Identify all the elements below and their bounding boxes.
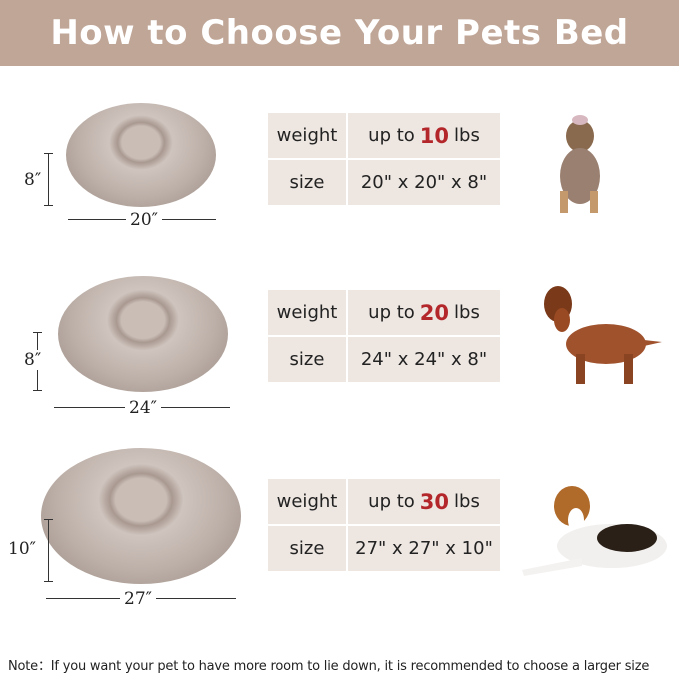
bed-height-label: 8″ (24, 170, 42, 190)
bed-height-label: 10″ (8, 539, 36, 559)
yorkshire-terrier-image (560, 115, 600, 213)
weight-unit: lbs (454, 302, 480, 323)
weight-value: up to 30 lbs (348, 479, 500, 524)
bed-image-medium (58, 276, 228, 392)
weight-label: weight (268, 113, 346, 158)
bed-image-large (41, 448, 241, 584)
weight-prefix: up to (368, 302, 415, 323)
bed-width-label: 24″ (125, 398, 161, 418)
beagle-image (522, 486, 677, 576)
bed-width-label: 20″ (126, 210, 162, 230)
size-label: size (268, 526, 346, 571)
bed-image-small (66, 103, 216, 207)
weight-prefix: up to (368, 125, 415, 146)
size-value: 27" x 27" x 10" (348, 526, 500, 571)
weight-unit: lbs (454, 125, 480, 146)
bed-height-label: 8″ (24, 350, 42, 370)
weight-value: up to 20 lbs (348, 290, 500, 335)
weight-value: up to 10 lbs (348, 113, 500, 158)
weight-number: 20 (419, 300, 450, 325)
page-title: How to Choose Your Pets Bed (0, 0, 679, 66)
spec-table: weight up to 10 lbs size 20" x 20" x 8" (268, 113, 500, 205)
spec-table: weight up to 20 lbs size 24" x 24" x 8" (268, 290, 500, 382)
size-value: 24" x 24" x 8" (348, 337, 500, 382)
size-label: size (268, 337, 346, 382)
weight-number: 30 (419, 489, 450, 514)
note-text: Note：If you want your pet to have more r… (8, 659, 650, 674)
weight-unit: lbs (454, 491, 480, 512)
weight-number: 10 (419, 123, 450, 148)
weight-prefix: up to (368, 491, 415, 512)
size-value: 20" x 20" x 8" (348, 160, 500, 205)
dachshund-image (544, 286, 662, 384)
weight-label: weight (268, 479, 346, 524)
spec-table: weight up to 30 lbs size 27" x 27" x 10" (268, 479, 500, 571)
bed-width-label: 27″ (120, 589, 156, 609)
weight-label: weight (268, 290, 346, 335)
size-label: size (268, 160, 346, 205)
